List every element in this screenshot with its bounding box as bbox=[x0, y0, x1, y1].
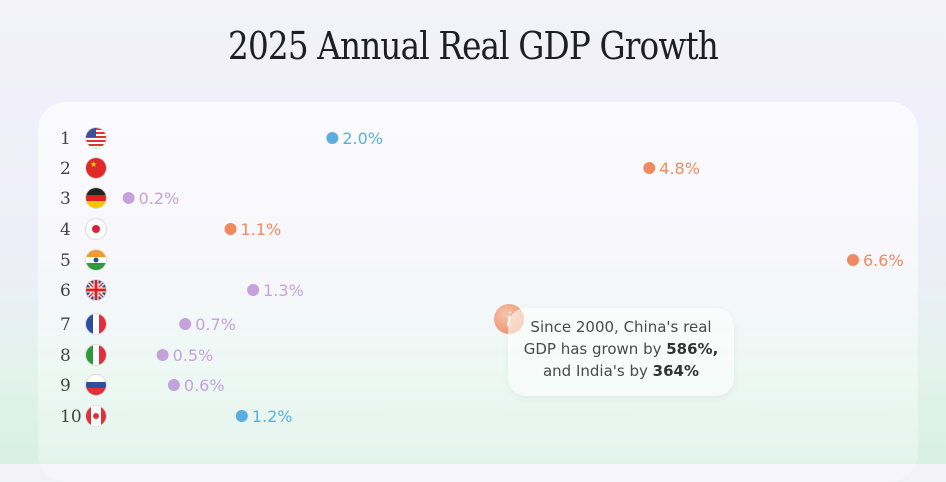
flag-icon bbox=[85, 279, 107, 301]
value-label: 0.7% bbox=[195, 315, 236, 334]
bar-end-dot bbox=[847, 254, 859, 266]
bar-end-dot bbox=[167, 379, 180, 391]
rank-label: 2 bbox=[60, 159, 71, 179]
rank-label: 3 bbox=[60, 189, 71, 209]
note-line-3: and India's by 364% bbox=[508, 360, 734, 382]
bar-end-dot bbox=[235, 410, 248, 422]
value-label: 1.3% bbox=[263, 281, 304, 300]
bar-end-dot bbox=[247, 284, 260, 296]
note-china-value: 586%, bbox=[666, 340, 719, 358]
svg-text:★: ★ bbox=[90, 160, 97, 169]
note-text: and India's by bbox=[542, 362, 653, 380]
flag-icon bbox=[85, 187, 107, 209]
flag-icon bbox=[85, 218, 107, 240]
rank-label: 4 bbox=[60, 220, 71, 240]
note-line-1: Since 2000, China's real bbox=[530, 318, 712, 336]
value-label: 0.6% bbox=[184, 376, 225, 395]
rank-label: 6 bbox=[60, 281, 71, 301]
flag-icon bbox=[85, 249, 107, 271]
bar-end-dot bbox=[156, 349, 169, 361]
rank-label: 1 bbox=[60, 129, 71, 149]
value-label: 2.0% bbox=[342, 129, 383, 148]
bar-chart: 1 2.0% 2 ★ 4.8% 3 0.2% 4 1.1% 5 6.6% 6 1.3% 7 0.7% 8 0.5… bbox=[60, 127, 904, 427]
value-label: 6.6% bbox=[863, 251, 904, 270]
bar-end-dot bbox=[224, 223, 237, 235]
flag-icon bbox=[85, 313, 107, 335]
flag-icon bbox=[85, 344, 107, 366]
rank-label: 5 bbox=[60, 251, 71, 271]
flag-icon bbox=[85, 405, 107, 427]
bar-end-dot bbox=[643, 162, 656, 174]
rank-label: 7 bbox=[60, 315, 71, 335]
note-india-value: 364% bbox=[652, 362, 700, 380]
note-line-2: GDP has grown by 586%, bbox=[508, 338, 734, 360]
flag-icon bbox=[85, 127, 107, 149]
chart-title: 2025 Annual Real GDP Growth bbox=[228, 24, 719, 68]
value-label: 0.2% bbox=[139, 189, 180, 208]
flag-icon: ★ bbox=[85, 157, 107, 179]
value-label: 1.2% bbox=[252, 407, 293, 426]
bar-end-dot bbox=[122, 192, 135, 204]
value-label: 1.1% bbox=[241, 220, 282, 239]
rank-label: 10 bbox=[60, 407, 82, 427]
value-label: 4.8% bbox=[659, 159, 700, 178]
value-label: 0.5% bbox=[173, 346, 214, 365]
bar-end-dot bbox=[326, 132, 339, 144]
flag-icon bbox=[85, 374, 107, 396]
bar-end-dot bbox=[179, 318, 192, 330]
note-text: GDP has grown by bbox=[523, 340, 667, 358]
rank-label: 8 bbox=[60, 346, 71, 366]
rank-label: 9 bbox=[60, 376, 71, 396]
info-note: Since 2000, China's real GDP has grown b… bbox=[508, 308, 734, 396]
